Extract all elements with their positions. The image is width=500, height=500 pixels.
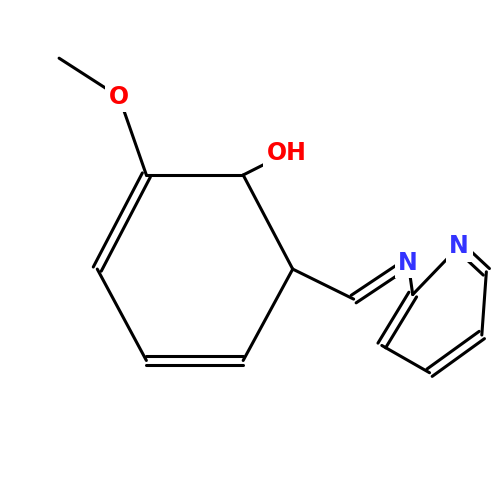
Text: N: N	[398, 250, 418, 274]
Text: N: N	[449, 234, 469, 258]
Text: OH: OH	[266, 141, 306, 165]
Text: O: O	[109, 85, 129, 109]
Text: O: O	[109, 85, 129, 109]
